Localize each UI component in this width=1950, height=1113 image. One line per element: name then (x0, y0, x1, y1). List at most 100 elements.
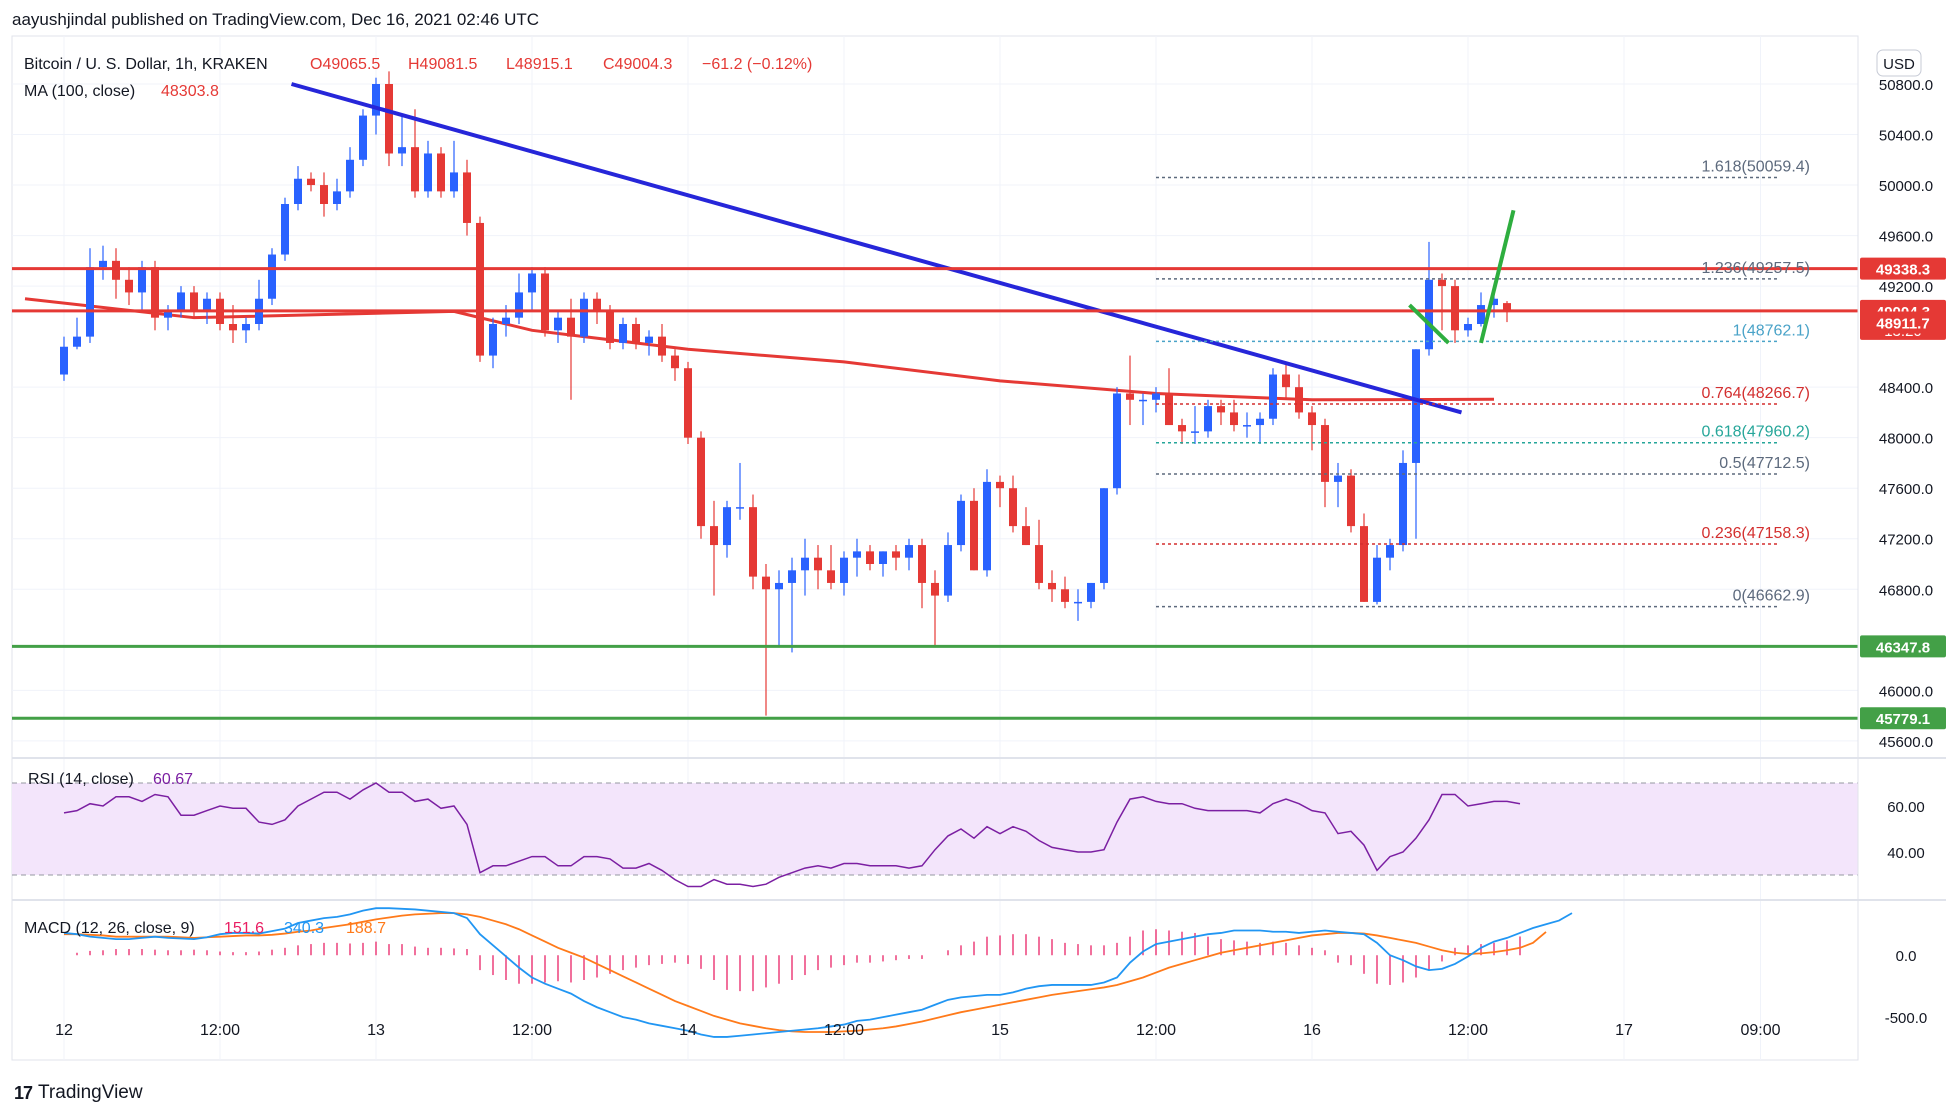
x-axis-label: 15 (991, 1022, 1009, 1039)
candle-body (944, 545, 952, 596)
fib-level-label: 0.764(48266.7) (1701, 385, 1810, 402)
candle-body (788, 570, 796, 583)
trendline (290, 82, 1463, 415)
candle-body (1282, 374, 1290, 388)
rsi-tick-label: 60.00 (1887, 799, 1925, 816)
rsi-legend-label: RSI (14, close) (28, 771, 134, 788)
projection-segment-up (1479, 209, 1516, 344)
candle (1009, 475, 1017, 533)
legend-low: L48915.1 (506, 56, 573, 73)
candle-body (801, 557, 809, 571)
candle-body (242, 324, 250, 331)
price-badge (1860, 311, 1946, 334)
candle (1464, 317, 1472, 337)
candle-body (541, 273, 549, 331)
candle-body (1022, 526, 1030, 546)
x-axis-label: 09:00 (1740, 1022, 1780, 1039)
price-badge (1860, 257, 1946, 280)
candle (1022, 507, 1030, 546)
candle-body (684, 368, 692, 438)
publisher-line: aayushjindal published on TradingView.co… (12, 10, 540, 29)
candle (450, 140, 458, 198)
candle (1074, 589, 1082, 621)
candle-body (710, 526, 718, 546)
candle (346, 147, 354, 198)
candle-body (593, 298, 601, 312)
candle (1230, 399, 1238, 432)
candle-body (1139, 399, 1147, 402)
candle-body (1009, 488, 1017, 527)
tradingview-brand[interactable]: 17 TradingView (14, 1082, 143, 1104)
currency-button[interactable]: USD (1876, 49, 1922, 77)
candle-body (151, 267, 159, 318)
legend-ma-label: MA (100, close) (24, 83, 135, 100)
candle-body (372, 84, 380, 116)
candle-body (1347, 475, 1355, 527)
candle-body (489, 324, 497, 356)
candle (658, 324, 666, 362)
candle (1399, 450, 1407, 552)
macd-panel: 0.0 -500.0 (63, 907, 1927, 1038)
candle (268, 248, 276, 306)
legend-symbol: Bitcoin / U. S. Dollar, 1h, KRAKEN (24, 56, 268, 73)
y-axis-tick-label: 49600.0 (1879, 229, 1933, 246)
rsi-band (12, 783, 1858, 875)
descending-trendline (290, 82, 1463, 415)
macd-tick-label: 0.0 (1896, 948, 1917, 965)
candle (86, 248, 94, 343)
candle-body (1256, 418, 1264, 426)
candle (931, 570, 939, 647)
macd-legend-label: MACD (12, 26, close, 9) (24, 920, 195, 937)
candle (60, 336, 68, 381)
candle (1334, 462, 1342, 508)
candle (112, 248, 120, 299)
candle (437, 147, 445, 198)
y-axis-tick-label: 50800.0 (1879, 77, 1933, 94)
candle-body (1178, 425, 1186, 432)
candle-body (1269, 374, 1277, 419)
candle-body (307, 178, 315, 186)
candle-body (359, 115, 367, 160)
candle (645, 330, 653, 356)
candle (320, 172, 328, 217)
candle (970, 488, 978, 571)
candle (1256, 412, 1264, 444)
currency-button-label: USD (1883, 56, 1915, 73)
candle (398, 115, 406, 167)
candle (1217, 399, 1225, 426)
candle (411, 109, 419, 198)
candle-body (229, 324, 237, 331)
candle-body (1152, 393, 1160, 400)
candle-body (853, 551, 861, 558)
candle-body (879, 551, 887, 564)
candle-body (1360, 526, 1368, 602)
y-axis-tick-label: 47600.0 (1879, 481, 1933, 498)
candle (749, 494, 757, 590)
candle (593, 292, 601, 324)
candle (892, 545, 900, 571)
candle (1269, 368, 1277, 426)
fib-level-label: 0.5(47712.5) (1719, 455, 1810, 472)
candle (99, 245, 107, 280)
candle-body (736, 507, 744, 509)
candle (918, 538, 926, 609)
projection-path (1408, 209, 1516, 345)
axes: 12 12:00 13 12:00 14 12:00 15 12:00 16 12:00 17 09:… (55, 77, 1933, 1039)
candle-body (1087, 582, 1095, 602)
candle-body (1399, 462, 1407, 546)
candle-body (476, 222, 484, 356)
candle (996, 475, 1004, 508)
candle-body (749, 507, 757, 577)
candle-body (1204, 406, 1212, 432)
candle (1425, 241, 1433, 356)
candle-body (268, 254, 276, 299)
candle (879, 551, 887, 577)
candle-body (1503, 303, 1511, 311)
candle (840, 551, 848, 596)
candle-body (814, 557, 822, 571)
candle-body (957, 500, 965, 546)
candle-body (1334, 475, 1342, 482)
candlesticks[interactable] (60, 71, 1511, 716)
